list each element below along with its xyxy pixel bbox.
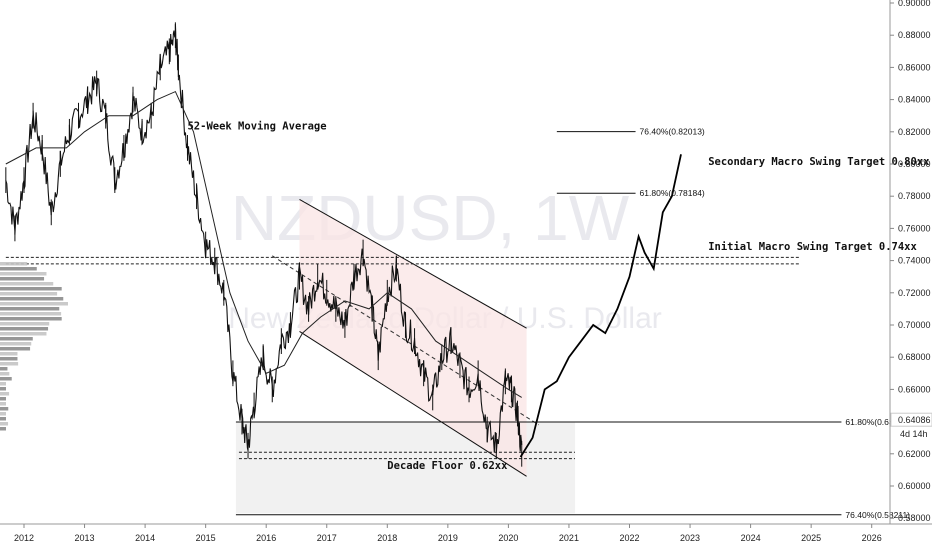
x-tick-label: 2013 <box>75 533 95 543</box>
y-tick-label: 0.76000 <box>898 223 931 233</box>
x-tick-label: 2014 <box>135 533 155 543</box>
volume-profile-bar <box>0 422 9 426</box>
ma-label: 52-Week Moving Average <box>187 120 326 132</box>
fib-label-2: 61.80%(0.63979) <box>845 417 910 427</box>
last-price-label: 0.64086 <box>898 415 931 425</box>
volume-profile-bar <box>0 302 68 306</box>
volume-profile-bar <box>0 387 6 391</box>
initial-target: Initial Macro Swing Target 0.74xx <box>708 241 917 253</box>
channel-mid-line <box>271 255 539 426</box>
y-tick-label: 0.60000 <box>898 481 931 491</box>
countdown-label: 4d 14h <box>900 429 928 439</box>
x-tick-label: 2025 <box>801 533 821 543</box>
volume-profile-bar <box>0 282 54 286</box>
volume-profile-bar <box>0 417 6 421</box>
y-tick-label: 0.66000 <box>898 384 931 394</box>
projection-line <box>519 154 682 458</box>
volume-profile-bar <box>0 367 8 371</box>
y-tick-label: 0.88000 <box>898 30 931 40</box>
y-tick-label: 0.84000 <box>898 95 931 105</box>
volume-profile-bar <box>0 267 37 271</box>
y-tick-label: 0.90000 <box>898 0 931 8</box>
last-price-box <box>890 412 932 427</box>
annotation-layer: 52-Week Moving Average Secondary Macro Sw… <box>187 120 930 472</box>
x-tick-label: 2022 <box>619 533 639 543</box>
fib-label-1: 61.80%(0.78184) <box>640 188 705 198</box>
volume-profile-bar <box>0 407 9 411</box>
volume-profile-bar <box>0 362 19 366</box>
volume-profile-bar <box>0 392 10 396</box>
volume-profile-bar <box>0 377 12 381</box>
y-tick-label: 0.68000 <box>898 352 931 362</box>
volume-profile-bar <box>0 382 6 386</box>
volume-profile-bar <box>0 427 6 431</box>
volume-profile-bar <box>0 287 62 291</box>
x-tick-label: 2019 <box>438 533 458 543</box>
volume-profile-bar <box>0 342 32 346</box>
watermark-symbol: NZDUSD, 1W <box>231 182 630 254</box>
volume-profile-bar <box>0 312 62 316</box>
secondary-target: Secondary Macro Swing Target 0.80xx <box>708 156 930 168</box>
x-tick-label: 2018 <box>377 533 397 543</box>
x-tick-label: 2016 <box>256 533 276 543</box>
x-tick-label: 2015 <box>196 533 216 543</box>
volume-profile-bar <box>0 262 28 266</box>
x-tick-label: 2026 <box>862 533 882 543</box>
x-tick-label: 2023 <box>680 533 700 543</box>
fib-label-3: 76.40%(0.58211) <box>845 510 910 520</box>
volume-profile-bar <box>0 292 58 296</box>
x-tick-label: 2024 <box>741 533 761 543</box>
y-tick-label: 0.62000 <box>898 449 931 459</box>
decade-floor: Decade Floor 0.62xx <box>387 460 508 472</box>
x-tick-label: 2021 <box>559 533 579 543</box>
volume-profile-bar <box>0 412 6 416</box>
y-tick-label: 0.72000 <box>898 288 931 298</box>
volume-profile-bar <box>0 372 10 376</box>
volume-profile-bar <box>0 402 6 406</box>
x-tick-label: 2020 <box>498 533 518 543</box>
series-layer <box>5 22 682 467</box>
volume-profile-bar <box>0 327 49 331</box>
fib-layer: 76.40%(0.82013) 61.80%(0.78184) 61.80%(0.6… <box>235 127 911 520</box>
volume-profile-bar <box>0 307 60 311</box>
volume-profile-bar <box>0 297 64 301</box>
fib-label-0: 76.40%(0.82013) <box>640 127 705 137</box>
y-tick-label: 0.58000 <box>898 513 931 523</box>
volume-profile-bar <box>0 317 62 321</box>
channel-lower-line <box>299 331 527 477</box>
volume-profile-bar <box>0 352 18 356</box>
x-tick-label: 2012 <box>14 533 34 543</box>
volume-profile-bar <box>0 272 47 276</box>
volume-profile-bar <box>0 357 18 361</box>
volume-profile-bar <box>0 347 31 351</box>
y-tick-label: 0.78000 <box>898 191 931 201</box>
volume-profile-bar <box>0 277 45 281</box>
y-tick-label: 0.86000 <box>898 62 931 72</box>
y-tick-label: 0.74000 <box>898 256 931 266</box>
x-tick-label: 2017 <box>317 533 337 543</box>
volume-profile-bar <box>0 332 47 336</box>
ma-line <box>5 90 522 398</box>
volume-profile-bar <box>0 322 50 326</box>
y-tick-label: 0.80000 <box>898 159 931 169</box>
volume-profile-bar <box>0 397 6 401</box>
y-tick-label: 0.70000 <box>898 320 931 330</box>
y-tick-label: 0.82000 <box>898 127 931 137</box>
volume-profile-bar <box>0 337 33 341</box>
